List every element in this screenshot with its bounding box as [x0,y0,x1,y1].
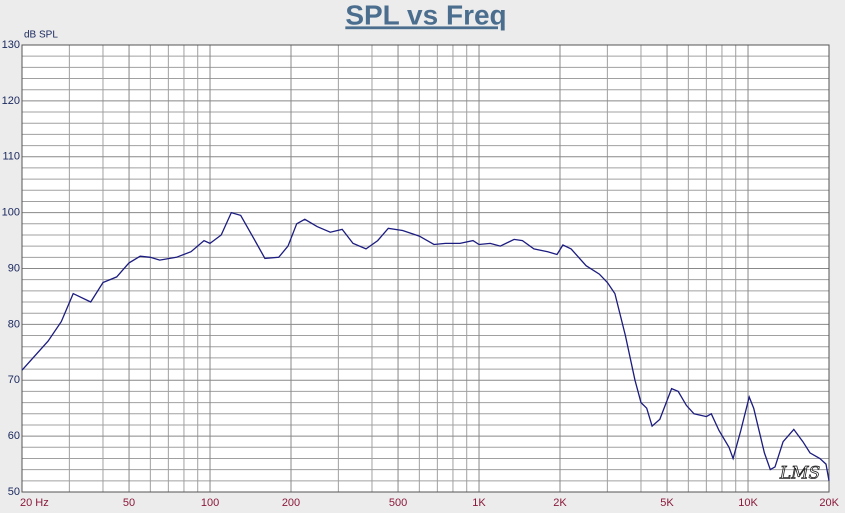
x-tick-label: 20 Hz [20,497,49,509]
x-tick-label: 2K [553,497,567,509]
chart-title: SPL vs Freq [345,0,506,30]
y-tick-label: 70 [8,374,20,386]
y-axis-label: dB SPL [24,30,58,41]
y-tick-label: 50 [8,486,20,498]
x-tick-label: 200 [282,497,300,509]
x-tick-label: 100 [201,497,219,509]
y-tick-label: 60 [8,430,20,442]
plot-border [21,44,830,493]
x-tick-label: 20K [819,497,839,509]
y-tick-label: 130 [2,39,20,51]
y-tick-label: 100 [2,207,20,219]
x-tick-label: 500 [389,497,407,509]
x-tick-label: 10K [738,497,758,509]
y-tick-label: 110 [2,151,20,163]
y-tick-label: 120 [2,95,20,107]
watermark: LMS [779,464,820,484]
x-tick-label: 1K [472,497,486,509]
y-tick-label: 90 [8,262,20,274]
y-tick-label: 80 [8,318,20,330]
x-tick-label: 5K [660,497,674,509]
x-tick-label: 50 [123,497,135,509]
spl-line [21,211,830,481]
